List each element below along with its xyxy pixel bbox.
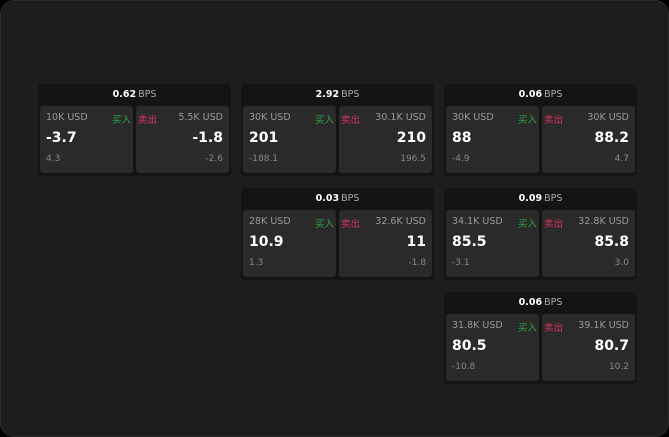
quote-card: 0.09 BPS 34.1K USD 买入 85.5 -3.1 卖出 32.8K … xyxy=(444,188,637,280)
spread-header: 0.09 BPS xyxy=(444,188,637,209)
bid-quantity: 34.1K USD xyxy=(452,216,503,227)
bid-price: 10.9 xyxy=(249,234,284,250)
bid-quantity: 30K USD xyxy=(452,112,494,123)
spread-header: 0.03 BPS xyxy=(241,188,434,209)
bid-change: -4.9 xyxy=(452,154,470,164)
spread-unit: BPS xyxy=(544,89,563,100)
buy-label: 买入 xyxy=(314,219,334,230)
quote-card: 0.06 BPS 30K USD 买入 88 -4.9 卖出 30K USD 88… xyxy=(444,84,637,176)
buy-label: 买入 xyxy=(314,115,334,126)
spread-header: 0.62 BPS xyxy=(38,84,231,105)
spread-value: 0.06 xyxy=(518,89,543,100)
ask-quantity: 39.1K USD xyxy=(578,320,629,331)
ask-price: 80.7 xyxy=(594,338,629,354)
spread-unit: BPS xyxy=(341,193,360,204)
ask-price: 11 xyxy=(406,234,426,250)
ask-quantity: 30K USD xyxy=(587,112,629,123)
ask-price: 85.8 xyxy=(594,234,629,250)
sell-label: 卖出 xyxy=(544,115,564,126)
quote-card: 0.03 BPS 28K USD 买入 10.9 1.3 卖出 32.6K USD… xyxy=(241,188,434,280)
ask-quantity: 32.8K USD xyxy=(578,216,629,227)
spread-value: 0.09 xyxy=(518,193,543,204)
sell-cell[interactable]: 卖出 5.5K USD -1.8 -2.6 xyxy=(136,106,229,173)
ask-change: -1.8 xyxy=(408,258,426,268)
ask-quantity: 30.1K USD xyxy=(375,112,426,123)
spread-header: 0.06 BPS xyxy=(444,84,637,105)
bid-quantity: 10K USD xyxy=(46,112,88,123)
sell-cell[interactable]: 卖出 32.8K USD 85.8 3.0 xyxy=(542,210,635,277)
bid-price: 85.5 xyxy=(452,234,487,250)
bid-price: 80.5 xyxy=(452,338,487,354)
sell-cell[interactable]: 卖出 30.1K USD 210 196.5 xyxy=(339,106,432,173)
buy-cell[interactable]: 31.8K USD 买入 80.5 -10.8 xyxy=(446,314,539,381)
sell-label: 卖出 xyxy=(341,115,361,126)
spread-unit: BPS xyxy=(138,89,157,100)
ask-change: 4.7 xyxy=(614,154,629,164)
ask-change: 3.0 xyxy=(614,258,629,268)
spread-header: 2.92 BPS xyxy=(241,84,434,105)
ask-quantity: 5.5K USD xyxy=(178,112,223,123)
ask-price: -1.8 xyxy=(192,130,223,146)
bid-quantity: 28K USD xyxy=(249,216,291,227)
buy-cell[interactable]: 10K USD 买入 -3.7 4.3 xyxy=(40,106,133,173)
sell-cell[interactable]: 卖出 39.1K USD 80.7 10.2 xyxy=(542,314,635,381)
bid-quantity: 31.8K USD xyxy=(452,320,503,331)
ask-change: 196.5 xyxy=(400,154,426,164)
bid-change: -3.1 xyxy=(452,258,470,268)
bid-quantity: 30K USD xyxy=(249,112,291,123)
sell-label: 卖出 xyxy=(138,115,158,126)
buy-label: 买入 xyxy=(517,219,537,230)
buy-label: 买入 xyxy=(517,323,537,334)
bid-change: 1.3 xyxy=(249,258,264,268)
spread-value: 0.03 xyxy=(315,193,340,204)
bid-change: -10.8 xyxy=(452,362,476,372)
buy-cell[interactable]: 30K USD 买入 88 -4.9 xyxy=(446,106,539,173)
ask-change: 10.2 xyxy=(608,362,629,372)
bid-change: -188.1 xyxy=(249,154,279,164)
sell-label: 卖出 xyxy=(341,219,361,230)
ask-change: -2.6 xyxy=(205,154,223,164)
ask-price: 210 xyxy=(396,130,426,146)
quote-card: 0.62 BPS 10K USD 买入 -3.7 4.3 卖出 5.5K USD … xyxy=(38,84,231,176)
bid-price: 201 xyxy=(249,130,279,146)
ask-price: 88.2 xyxy=(594,130,629,146)
sell-cell[interactable]: 卖出 32.6K USD 11 -1.8 xyxy=(339,210,432,277)
spread-value: 0.06 xyxy=(518,297,543,308)
spread-header: 0.06 BPS xyxy=(444,292,637,313)
buy-cell[interactable]: 28K USD 买入 10.9 1.3 xyxy=(243,210,336,277)
spread-unit: BPS xyxy=(544,193,563,204)
spread-value: 2.92 xyxy=(315,89,340,100)
sell-label: 卖出 xyxy=(544,219,564,230)
buy-cell[interactable]: 30K USD 买入 201 -188.1 xyxy=(243,106,336,173)
spread-value: 0.62 xyxy=(112,89,137,100)
sell-cell[interactable]: 卖出 30K USD 88.2 4.7 xyxy=(542,106,635,173)
buy-label: 买入 xyxy=(111,115,131,126)
bid-price: -3.7 xyxy=(46,130,77,146)
quote-card: 2.92 BPS 30K USD 买入 201 -188.1 卖出 30.1K U… xyxy=(241,84,434,176)
ask-quantity: 32.6K USD xyxy=(375,216,426,227)
bid-price: 88 xyxy=(452,130,472,146)
buy-label: 买入 xyxy=(517,115,537,126)
buy-cell[interactable]: 34.1K USD 买入 85.5 -3.1 xyxy=(446,210,539,277)
sell-label: 卖出 xyxy=(544,323,564,334)
spread-unit: BPS xyxy=(341,89,360,100)
quote-card: 0.06 BPS 31.8K USD 买入 80.5 -10.8 卖出 39.1K… xyxy=(444,292,637,384)
bid-change: 4.3 xyxy=(46,154,61,164)
spread-unit: BPS xyxy=(544,297,563,308)
